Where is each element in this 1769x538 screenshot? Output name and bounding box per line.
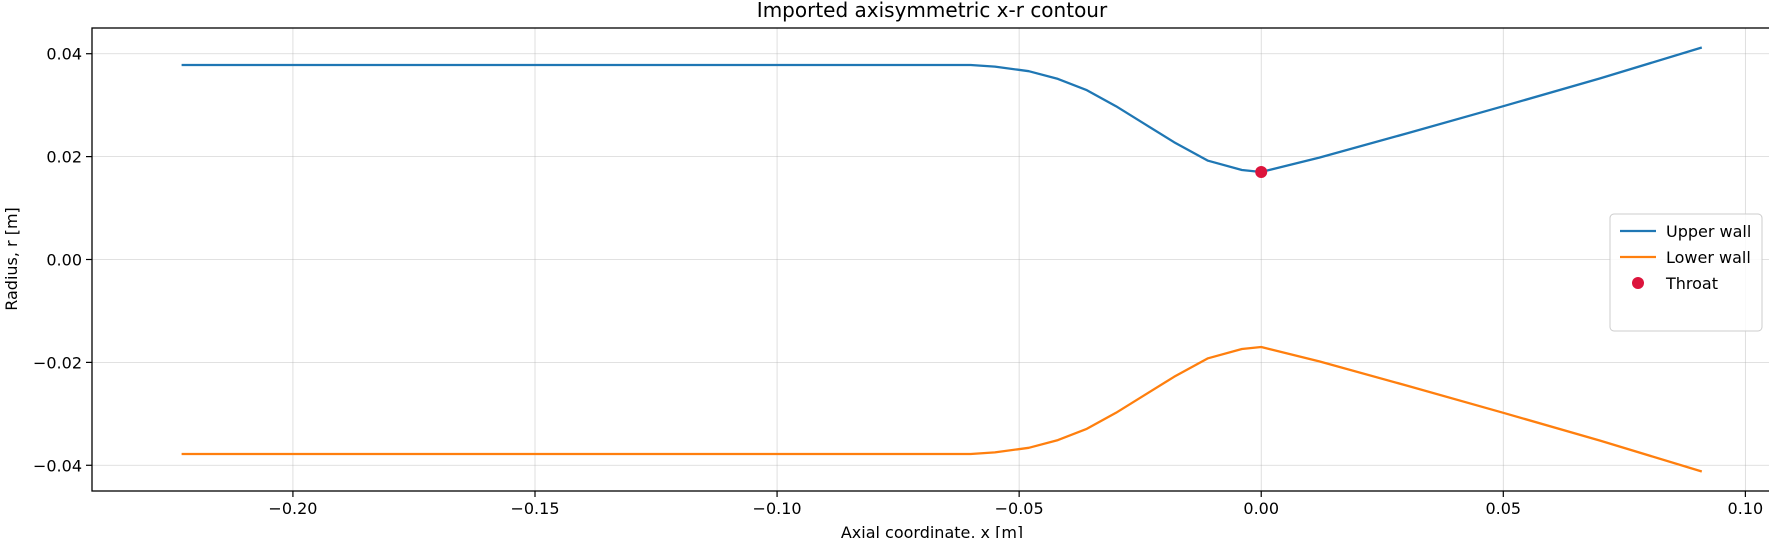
chart-title: Imported axisymmetric x-r contour [757,0,1108,22]
grid [92,28,1769,491]
x-axis: −0.20 −0.15 −0.10 −0.05 0.00 0.05 0.10 [268,491,1763,518]
x-axis-label: Axial coordinate, x [m] [841,523,1023,538]
y-tick-label: 0.00 [46,251,82,270]
x-tick-label: −0.10 [753,499,802,518]
x-tick-label: 0.10 [1728,499,1764,518]
legend-label: Throat [1665,274,1718,293]
legend-box [1609,213,1763,332]
series-line-lower-wall [181,345,1703,473]
y-tick-label: −0.04 [33,456,82,475]
x-tick-label: −0.15 [510,499,559,518]
series-line-upper-wall [181,46,1703,174]
y-tick-label: −0.02 [33,353,82,372]
legend: Upper wall Lower wall Throat [1609,213,1763,332]
x-tick-label: 0.05 [1485,499,1521,518]
x-tick-label: −0.05 [995,499,1044,518]
x-tick-label: 0.00 [1243,499,1279,518]
legend-label: Lower wall [1666,248,1751,267]
x-tick-label: −0.20 [268,499,317,518]
y-axis: 0.04 0.02 0.00 −0.02 −0.04 [33,45,92,475]
series-layer [181,46,1703,473]
y-tick-label: 0.02 [46,148,82,167]
y-axis-label: Radius, r [m] [2,207,21,311]
y-tick-label: 0.04 [46,45,82,64]
legend-swatch [1632,277,1644,289]
throat-point [1255,166,1268,179]
legend-label: Upper wall [1666,222,1751,241]
